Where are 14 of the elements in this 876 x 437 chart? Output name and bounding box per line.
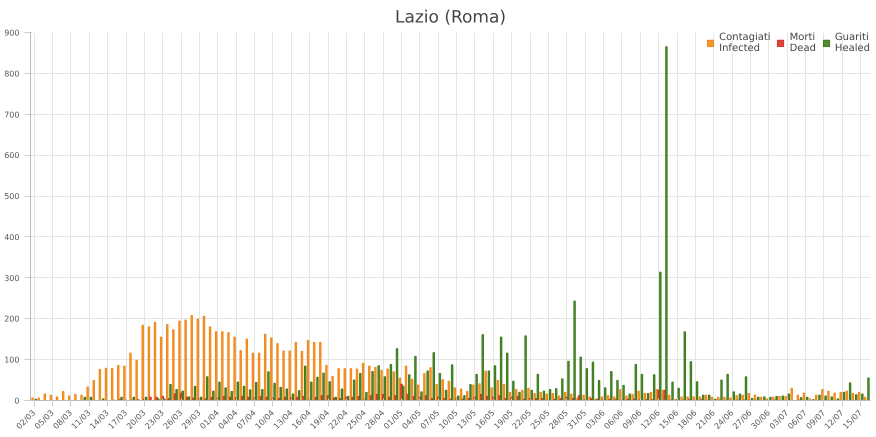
legend-label: Morti Dead [790, 32, 816, 54]
y-tick-label: 800 [4, 69, 20, 78]
y-tick-label: 700 [4, 110, 20, 120]
y-tick-label: 600 [4, 151, 20, 160]
chart-title: Lazio (Roma) [394, 8, 506, 28]
legend-label: Guariti Healed [834, 32, 870, 54]
y-tick-label: 400 [4, 232, 20, 242]
y-tick-label: 0 [14, 396, 20, 406]
y-tick-label: 100 [4, 356, 20, 365]
y-tick-label: 500 [4, 192, 20, 202]
y-tick-label: 300 [4, 274, 20, 283]
legend-label: Contagiati Infected [719, 32, 771, 54]
y-tick-label: 200 [4, 314, 20, 324]
y-tick-label: 900 [4, 28, 20, 38]
